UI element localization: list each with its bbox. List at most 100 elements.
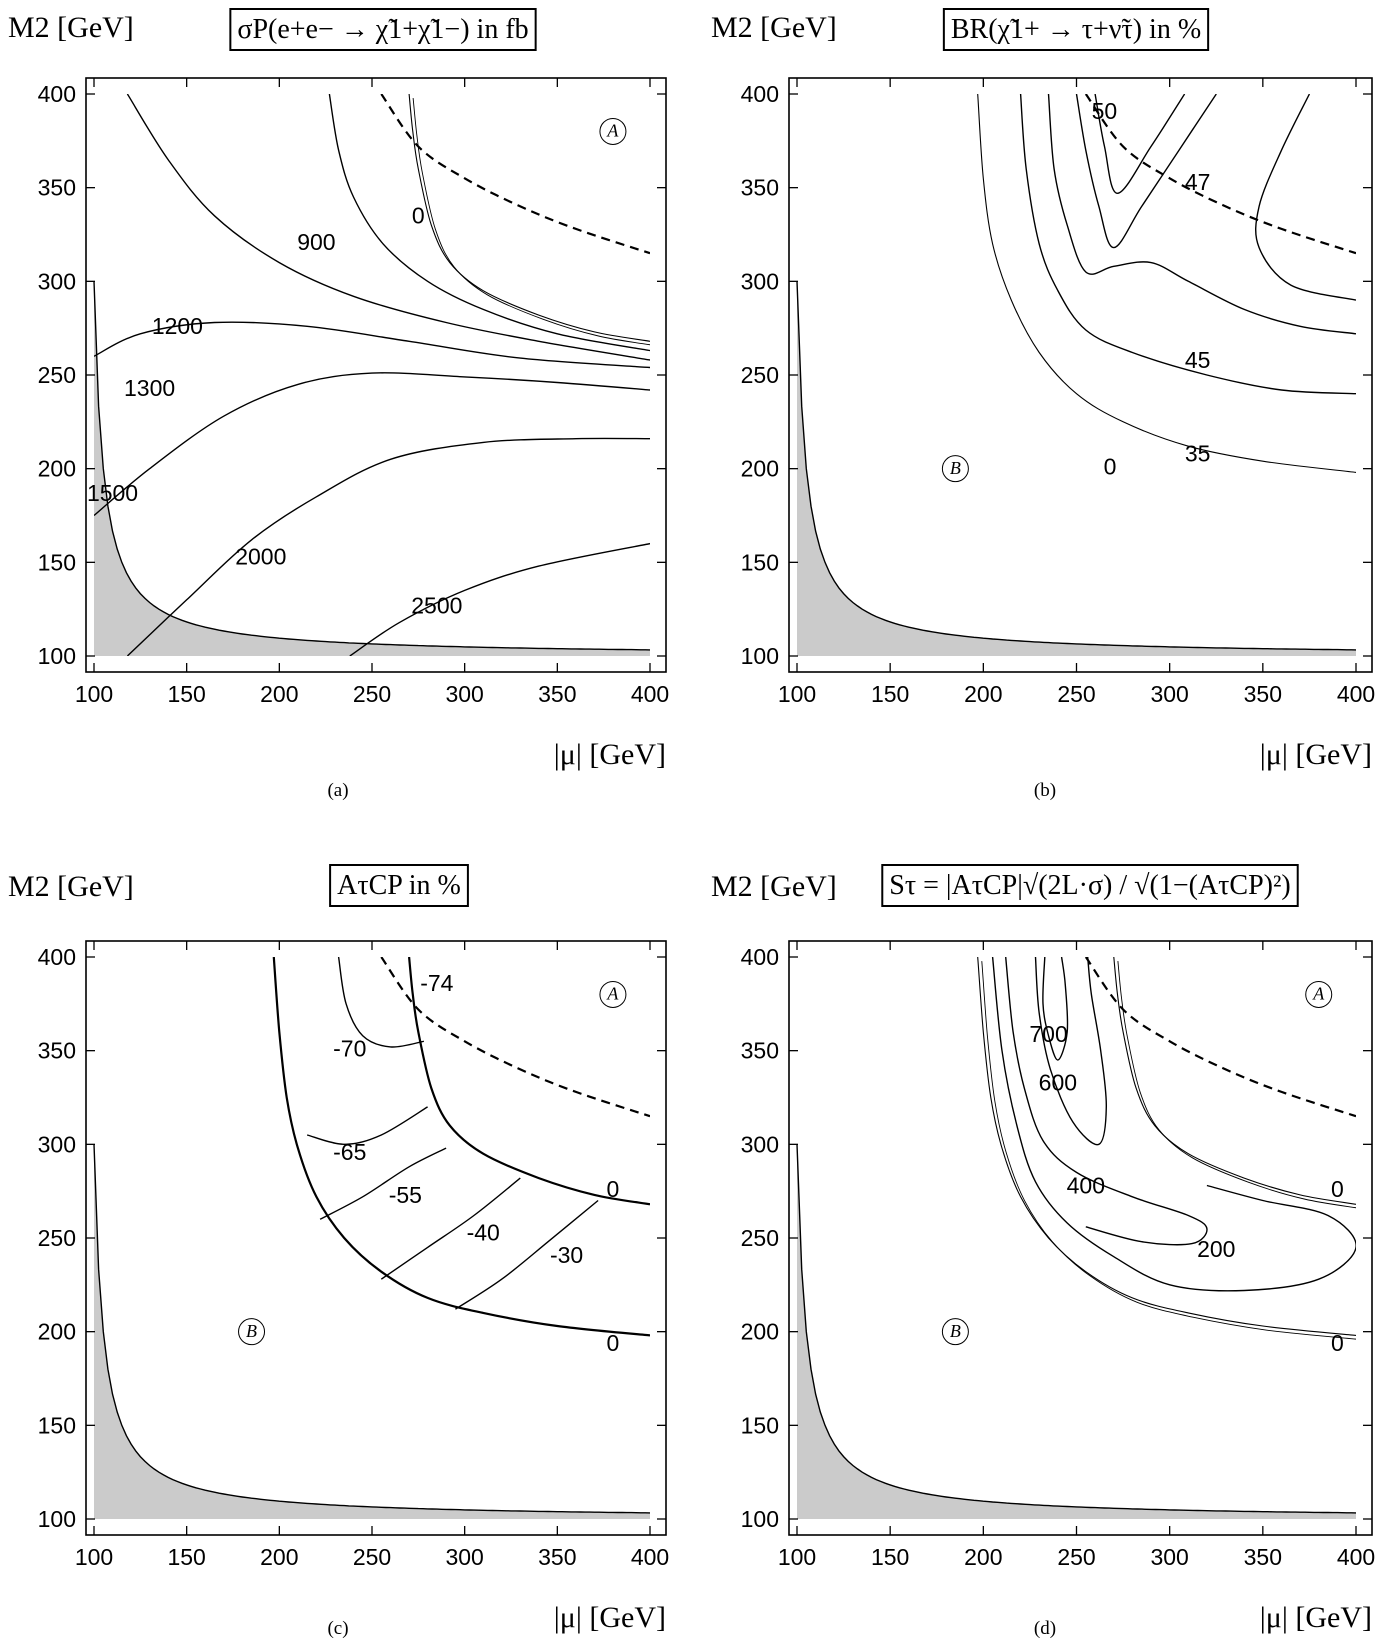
plot-area (797, 957, 1356, 1519)
x-tick-label: 350 (538, 1544, 576, 1570)
contour-700 (1042, 957, 1069, 1061)
contour-900 (328, 94, 650, 352)
contour-label: 0 (412, 203, 425, 229)
y-tick-label: 350 (741, 1038, 779, 1064)
contour-200 (991, 957, 1356, 1292)
contour-1200-upper (126, 94, 650, 361)
region-mark-circle (941, 455, 969, 483)
contour-0-edge (412, 98, 650, 346)
y-tick-label: 100 (741, 1506, 779, 1532)
region-mark-circle (599, 980, 627, 1008)
panel-caption: (a) (327, 780, 348, 801)
contour-label: 1500 (87, 480, 138, 506)
y-tick-label: 300 (38, 1131, 76, 1157)
contour-label: -70 (333, 1036, 366, 1062)
y-tick-label: 300 (38, 268, 76, 294)
y-tick-label: 150 (741, 1412, 779, 1438)
panel-title: Sτ = |AτCP|√(2L·σ) / √(1−(AτCP)²) (889, 870, 1290, 901)
region-mark: A (606, 121, 619, 141)
y-tick-label: 100 (38, 643, 76, 669)
excluded-boundary (93, 1144, 651, 1514)
contour-1300 (94, 372, 650, 517)
x-tick-label: 400 (1337, 1544, 1375, 1570)
contour-label: 2500 (411, 592, 462, 618)
x-axis-label: |μ| [GeV] (1260, 1601, 1372, 1634)
panel-caption: (c) (327, 1618, 348, 1639)
panel-d: 700 600 400 200 0 0 A B 100 150 200 250 300 350 400 100… (711, 864, 1375, 1639)
x-tick-label: 250 (353, 1544, 391, 1570)
contour-label: 0 (1331, 1176, 1344, 1202)
contour-label: 0 (607, 1176, 620, 1202)
contour-0 (408, 94, 650, 342)
contour-label: 1300 (124, 375, 175, 401)
panel-title: BR(χ̃1+ → τ+ν̃τ) in % (951, 14, 1201, 45)
contour-2500 (349, 542, 650, 656)
contours (977, 94, 1356, 473)
contour-47a (1075, 94, 1217, 249)
contour-0-edge (981, 961, 1356, 1340)
y-tick-label: 350 (38, 1038, 76, 1064)
panel-caption: (b) (1034, 780, 1056, 801)
region-mark-circle (941, 1318, 969, 1346)
y-tick-label: 100 (38, 1506, 76, 1532)
title-box (881, 864, 1299, 907)
panel-title: σP(e+e− → χ̃1+χ̃1−) in fb (237, 14, 528, 45)
x-tick-label: 150 (871, 1544, 909, 1570)
plot-area (94, 94, 650, 656)
y-tick-label: 200 (741, 456, 779, 482)
contour-label: 2000 (235, 544, 286, 570)
excluded-boundary (796, 1144, 1357, 1514)
y-tick-label: 250 (741, 1225, 779, 1251)
region-mark: B (950, 458, 961, 478)
y-axis-label: M2 [GeV] (711, 11, 837, 44)
y-tick-label: 400 (741, 944, 779, 970)
panel-a: 0 900 1200 1300 1500 2000 2500 A 100 150 200 250 300… (8, 8, 669, 801)
contour-47b (1255, 94, 1356, 301)
x-tick-label: 150 (167, 681, 205, 707)
x-axis-label: |μ| [GeV] (554, 1601, 666, 1634)
y-tick-label: 350 (38, 175, 76, 201)
x-tick-label: 400 (631, 1544, 669, 1570)
region-mark-circle (1305, 980, 1333, 1008)
x-axis-label: |μ| [GeV] (1260, 738, 1372, 771)
region-mark: A (606, 984, 619, 1004)
y-tick-label: 200 (38, 456, 76, 482)
excluded-boundary (93, 281, 651, 651)
contour-label: 700 (1029, 1021, 1067, 1047)
contour-0-left (272, 957, 650, 1337)
contours (272, 957, 650, 1337)
x-tick-label: 300 (1150, 1544, 1188, 1570)
x-axis-label: |μ| [GeV] (554, 738, 666, 771)
x-tick-label: 100 (75, 681, 113, 707)
x-tick-label: 300 (445, 1544, 483, 1570)
dashed-boundary (1084, 957, 1356, 1118)
contour-55 (319, 1147, 447, 1220)
x-tick-label: 150 (167, 1544, 205, 1570)
x-tick-label: 400 (631, 681, 669, 707)
y-tick-label: 250 (38, 1225, 76, 1251)
title-box (329, 864, 469, 907)
dashed-boundary (1084, 94, 1356, 255)
x-tick-label: 350 (1244, 681, 1282, 707)
y-axis-label: M2 [GeV] (8, 11, 134, 44)
contour-label: 900 (297, 229, 335, 255)
x-tick-label: 350 (1244, 1544, 1282, 1570)
x-tick-label: 250 (353, 681, 391, 707)
region-mark: B (246, 1321, 257, 1341)
y-tick-label: 300 (741, 1131, 779, 1157)
title-box (229, 8, 537, 51)
x-tick-label: 200 (964, 681, 1002, 707)
contour-400 (1005, 957, 1208, 1246)
y-tick-label: 150 (741, 549, 779, 575)
region-mark-circle (238, 1318, 266, 1346)
region-mark-circle (599, 117, 627, 145)
panel-title: AτCP in % (337, 870, 461, 901)
contour-label: 400 (1067, 1172, 1105, 1198)
contour-label: 0 (607, 1330, 620, 1356)
contour-label: 47 (1185, 169, 1211, 195)
x-tick-label: 350 (538, 681, 576, 707)
contour-label: -65 (333, 1139, 366, 1165)
contour-1200 (94, 321, 650, 369)
